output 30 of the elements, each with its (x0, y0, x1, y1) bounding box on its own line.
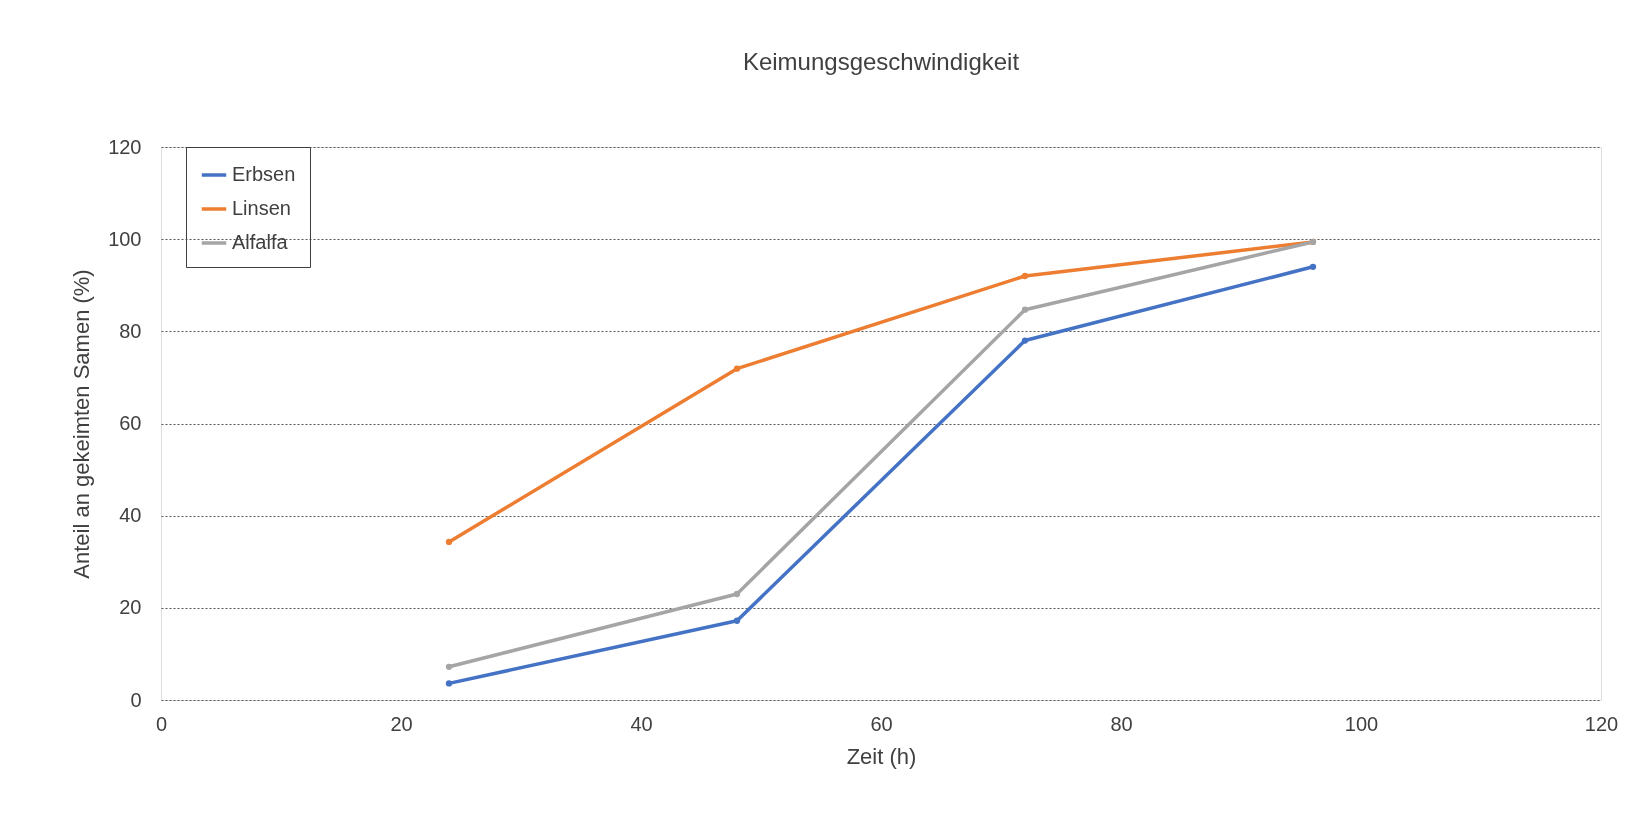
point (1021, 272, 1029, 280)
point (1021, 337, 1029, 344)
y-tick-label: 100 (108, 227, 142, 250)
point (445, 680, 453, 687)
x-tick-label: 0 (155, 712, 168, 735)
legend-label: Erbsen (232, 163, 296, 185)
point (445, 538, 453, 546)
chart-title: Keimungsgeschwindigkeit (742, 48, 1020, 75)
y-tick-label: 60 (119, 412, 142, 434)
x-tick-label: 80 (1110, 712, 1133, 735)
y-tick-label: 40 (119, 504, 142, 527)
point (1021, 306, 1029, 313)
legend-label: Alfalfa (232, 231, 289, 253)
y-tick-label: 120 (108, 135, 142, 158)
y-tick-label: 0 (130, 688, 142, 711)
x-tick-label: 120 (1584, 712, 1619, 735)
point (445, 663, 453, 670)
x-axis-title: Zeit (h) (846, 743, 917, 769)
x-tick-label: 100 (1344, 712, 1379, 735)
y-tick-label: 20 (119, 596, 142, 619)
point (1309, 263, 1317, 270)
x-tick-label: 60 (870, 712, 893, 735)
y-axis-title: Anteil an gekeimten Samen (%) (69, 269, 95, 579)
point (733, 617, 741, 624)
x-tick-label: 40 (630, 712, 653, 735)
legend-label: Linsen (232, 197, 291, 219)
point (733, 590, 741, 598)
y-tick-label: 80 (119, 319, 142, 342)
point (733, 365, 741, 372)
x-tick-label: 20 (390, 712, 413, 735)
